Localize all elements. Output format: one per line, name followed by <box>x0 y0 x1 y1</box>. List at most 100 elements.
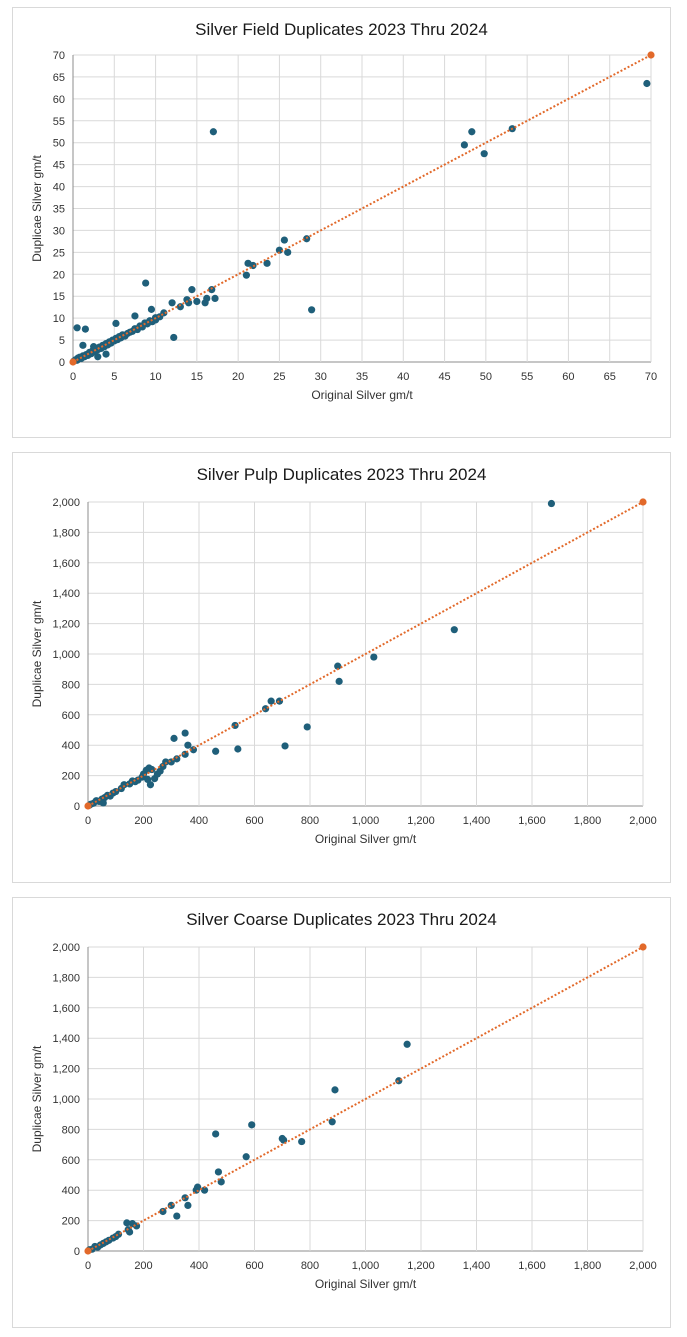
x-tick-label: 800 <box>301 1260 319 1272</box>
data-point <box>173 755 181 763</box>
y-tick-label: 70 <box>53 50 65 62</box>
data-point <box>159 1207 167 1216</box>
x-tick-label: 30 <box>315 371 327 383</box>
x-tick-label: 50 <box>480 371 492 383</box>
y-tick-label: 1,800 <box>52 972 80 984</box>
y-tick-label: 1,200 <box>52 619 80 631</box>
x-tick-label: 1,600 <box>518 1260 546 1272</box>
data-point <box>170 734 178 742</box>
data-point <box>200 1186 209 1194</box>
y-tick-label: 1,400 <box>52 1033 80 1045</box>
data-point <box>120 781 128 789</box>
x-tick-label: 0 <box>85 1260 91 1272</box>
x-tick-label: 0 <box>70 371 76 383</box>
y-tick-label: 0 <box>74 1246 80 1258</box>
x-tick-label: 1,800 <box>574 1260 602 1272</box>
data-point <box>643 79 651 88</box>
chart-title: Silver Coarse Duplicates 2023 Thru 2024 <box>186 910 497 929</box>
pulp-duplicates-chart: Silver Pulp Duplicates 2023 Thru 2024 0 20… <box>12 452 671 883</box>
data-point <box>211 294 219 303</box>
chart-svg: Silver Pulp Duplicates 2023 Thru 2024 0 20… <box>30 465 657 846</box>
x-tick-label: 35 <box>356 371 368 383</box>
x-tick-label: 0 <box>85 815 91 827</box>
data-point <box>335 677 343 685</box>
data-point <box>162 758 170 766</box>
x-tick-label: 400 <box>190 815 208 827</box>
chart-svg: Silver Coarse Duplicates 2023 Thru 2024 0… <box>30 910 657 1291</box>
y-tick-label: 600 <box>62 1155 80 1167</box>
y-tick-label: 15 <box>53 291 65 303</box>
y-tick-label: 1,400 <box>52 588 80 600</box>
data-point <box>184 741 192 749</box>
data-point <box>331 1086 339 1094</box>
x-axis-label: Original Silver gm/t <box>315 832 417 846</box>
x-tick-label: 1,200 <box>407 1260 435 1272</box>
data-point <box>114 1230 123 1238</box>
chart-svg: Silver Field Duplicates 2023 Thru 2024 0 5… <box>30 20 657 402</box>
y-tick-label: 400 <box>62 1185 80 1197</box>
data-point <box>81 325 89 333</box>
data-point <box>308 306 316 314</box>
x-tick-label: 60 <box>562 371 574 383</box>
x-tick-label: 200 <box>134 1260 152 1272</box>
data-point <box>280 236 288 244</box>
data-point <box>214 1168 223 1176</box>
chart-title: Silver Pulp Duplicates 2023 Thru 2024 <box>197 465 487 484</box>
data-point <box>144 775 152 783</box>
data-point <box>234 745 242 753</box>
x-tick-label: 5 <box>111 371 117 383</box>
y-tick-label: 55 <box>53 116 65 128</box>
y-tick-label: 600 <box>62 710 80 722</box>
trendline <box>87 946 644 1252</box>
x-tick-label: 25 <box>273 371 285 383</box>
data-point <box>131 312 139 320</box>
data-point <box>167 1201 175 1209</box>
y-tick-label: 50 <box>53 138 65 150</box>
x-tick-label: 70 <box>645 371 657 383</box>
y-tick-label: 1,000 <box>52 1094 80 1106</box>
data-point <box>146 781 155 789</box>
y-axis-label: Duplicae Silver gm/t <box>30 154 44 261</box>
data-point <box>303 723 311 731</box>
data-point <box>281 742 289 750</box>
y-tick-label: 0 <box>74 801 80 813</box>
data-point <box>370 653 378 661</box>
y-tick-label: 1,600 <box>52 1003 80 1015</box>
y-tick-label: 35 <box>53 204 65 216</box>
x-tick-label: 65 <box>604 371 616 383</box>
trendline <box>72 54 652 363</box>
y-tick-label: 65 <box>53 72 65 84</box>
y-tick-label: 200 <box>62 1216 80 1228</box>
y-tick-label: 0 <box>59 357 65 369</box>
data-point <box>209 128 217 136</box>
data-point <box>90 343 98 351</box>
data-point <box>188 286 196 294</box>
y-tick-label: 10 <box>53 313 65 325</box>
data-point <box>328 1118 336 1126</box>
chart-title: Silver Field Duplicates 2023 Thru 2024 <box>195 20 488 39</box>
x-tick-label: 800 <box>301 815 319 827</box>
data-point <box>181 1194 189 1202</box>
data-point <box>212 1130 220 1138</box>
y-axis-label: Duplicae Silver gm/t <box>30 600 44 707</box>
y-tick-label: 1,200 <box>52 1064 80 1076</box>
data-point <box>94 353 102 361</box>
data-point <box>203 294 211 303</box>
x-tick-label: 600 <box>245 815 263 827</box>
data-point <box>334 662 342 670</box>
trendline-point <box>84 802 92 810</box>
data-point <box>212 747 220 755</box>
y-tick-label: 200 <box>62 771 80 783</box>
data-point <box>267 697 275 705</box>
x-tick-label: 400 <box>190 1260 208 1272</box>
data-point <box>194 1183 202 1191</box>
trendline-point <box>647 51 655 59</box>
data-point <box>168 299 176 307</box>
data-point <box>181 729 189 737</box>
x-tick-label: 2,000 <box>629 1260 657 1272</box>
y-tick-label: 20 <box>53 269 65 281</box>
y-axis-label: Duplicae Silver gm/t <box>30 1045 44 1152</box>
data-point <box>112 319 120 328</box>
x-tick-label: 10 <box>149 371 161 383</box>
x-tick-label: 1,600 <box>518 815 546 827</box>
